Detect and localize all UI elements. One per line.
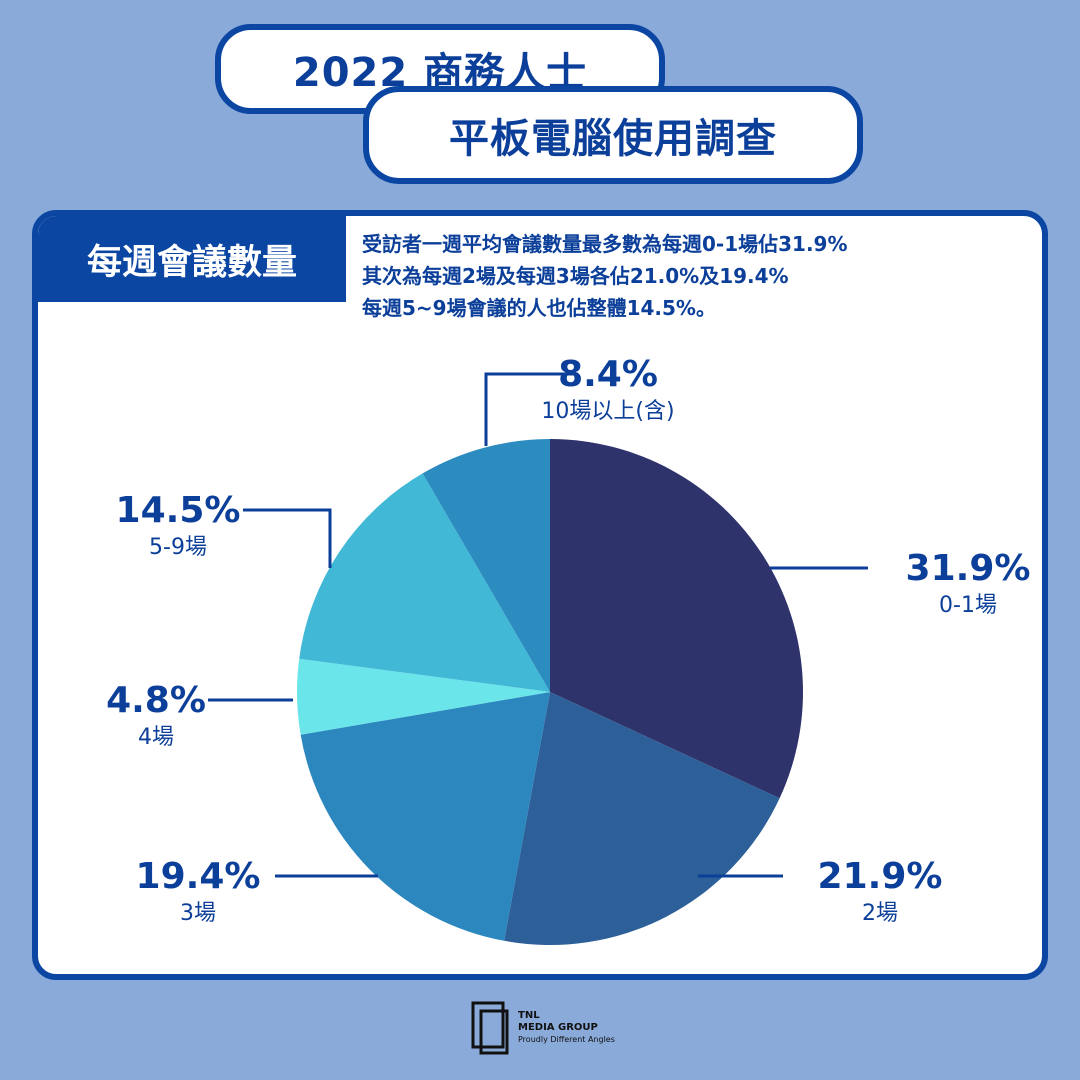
footer-brand: TNL MEDIA GROUP Proudly Different Angles: [470, 1000, 630, 1060]
pie-slice-2: [300, 692, 550, 941]
slice-percent-label-5: 8.4%: [558, 354, 658, 395]
section-label-text: 每週會議數量: [86, 242, 297, 283]
footer-brand-line-2: MEDIA GROUP: [518, 1022, 598, 1033]
pie-slice-5: [422, 439, 550, 692]
title-line-2-text: 平板電腦使用調查: [449, 116, 777, 162]
slice-percent-label-1: 21.9%: [818, 856, 943, 897]
slice-category-label-2: 3場: [180, 901, 216, 926]
footer-tagline: Proudly Different Angles: [518, 1035, 615, 1044]
pie-chart: 31.9% 0-1場 21.9% 2場 19.4% 3場 4.8% 4場 14.5% 5-9場 8.…: [106, 354, 1031, 945]
section-label: 每週會議數量: [38, 216, 346, 302]
slice-category-label-1: 2場: [862, 901, 898, 926]
pie-slice-1: [504, 692, 780, 945]
chart-panel: 31.9% 0-1場 21.9% 2場 19.4% 3場 4.8% 4場 14.5% 5-9場 8.…: [32, 210, 1048, 980]
slice-percent-label-3: 4.8%: [106, 680, 206, 721]
description-line-3: 每週5~9場會議的人也佔整體14.5%。: [362, 296, 716, 320]
slice-percent-label-4: 14.5%: [116, 490, 241, 531]
description: 受訪者一週平均會議數量最多數為每週0-1場佔31.9% 其次為每週2場及每週3場…: [362, 228, 1042, 324]
slice-percent-label-0: 31.9%: [906, 548, 1031, 589]
pie-slice-0: [550, 439, 803, 799]
leader-line-5: [484, 372, 578, 446]
tnl-logo-icon: [471, 1001, 509, 1055]
slice-percent-label-2: 19.4%: [136, 856, 261, 897]
slice-category-label-5: 10場以上(含): [541, 399, 674, 424]
pie-slice-3: [296, 658, 550, 735]
leader-line-4: [243, 508, 332, 568]
slice-category-label-0: 0-1場: [939, 593, 997, 618]
slice-category-label-4: 5-9場: [149, 535, 207, 560]
footer-brand-line-1: TNL: [518, 1010, 540, 1021]
description-line-1: 受訪者一週平均會議數量最多數為每週0-1場佔31.9%: [362, 232, 848, 256]
pie-slice-4: [299, 473, 550, 692]
description-line-2: 其次為每週2場及每週3場各佔21.0%及19.4%: [362, 264, 789, 288]
title-line-2: 平板電腦使用調查: [363, 86, 863, 184]
slice-category-label-3: 4場: [138, 725, 174, 750]
